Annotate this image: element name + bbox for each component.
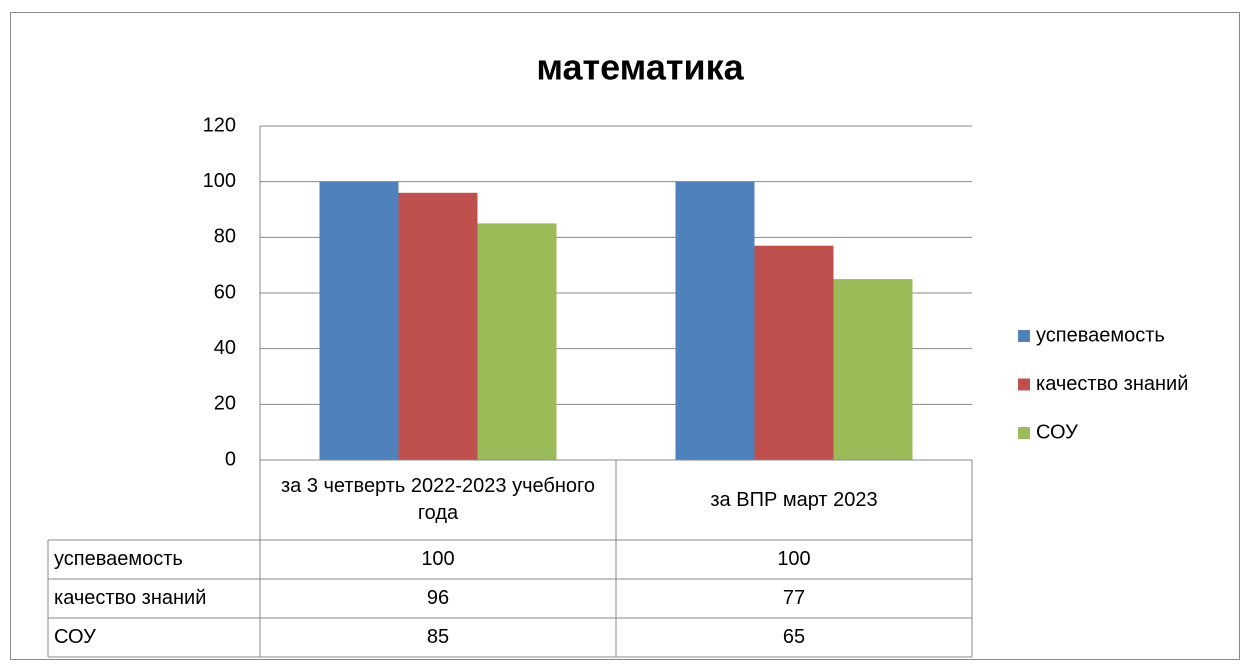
bar bbox=[754, 245, 834, 460]
table-row-label: успеваемость bbox=[54, 548, 183, 570]
x-tick-label: за 3 четверть 2022-2023 учебного года bbox=[280, 475, 596, 524]
x-tick-label: за ВПР март 2023 bbox=[710, 488, 878, 511]
y-tick-label: 100 bbox=[203, 170, 236, 192]
table-value: 65 bbox=[783, 626, 805, 648]
table-value: 77 bbox=[783, 587, 805, 609]
legend-swatch bbox=[1018, 330, 1030, 342]
table-value: 100 bbox=[421, 548, 454, 570]
chart-border bbox=[10, 12, 1240, 660]
y-tick-label: 40 bbox=[214, 337, 236, 359]
bar bbox=[833, 279, 913, 460]
table-value: 96 bbox=[427, 587, 449, 609]
bar bbox=[398, 192, 478, 461]
table-value: 85 bbox=[427, 626, 449, 648]
legend-swatch bbox=[1018, 378, 1030, 391]
table-row-label: СОУ bbox=[54, 626, 96, 648]
table-value: 100 bbox=[777, 548, 810, 570]
y-tick-label: 20 bbox=[214, 393, 236, 415]
y-tick-label: 0 bbox=[225, 448, 236, 470]
chart-title: математика bbox=[536, 47, 744, 88]
legend-swatch bbox=[1018, 427, 1030, 439]
y-tick-label: 120 bbox=[203, 114, 236, 136]
legend-label: качество знаний bbox=[1036, 373, 1188, 395]
y-tick-label: 60 bbox=[214, 281, 236, 303]
table-row-label: качество знаний bbox=[54, 587, 206, 609]
category-cell: за ВПР март 2023 bbox=[710, 488, 878, 511]
y-tick-label: 80 bbox=[214, 226, 236, 248]
legend-label: успеваемость bbox=[1036, 324, 1165, 346]
bar bbox=[675, 181, 755, 460]
category-cell: за 3 четверть 2022-2023 учебного года bbox=[280, 475, 596, 524]
bar bbox=[319, 181, 399, 460]
bar bbox=[477, 223, 557, 460]
legend-label: СОУ bbox=[1036, 421, 1078, 443]
